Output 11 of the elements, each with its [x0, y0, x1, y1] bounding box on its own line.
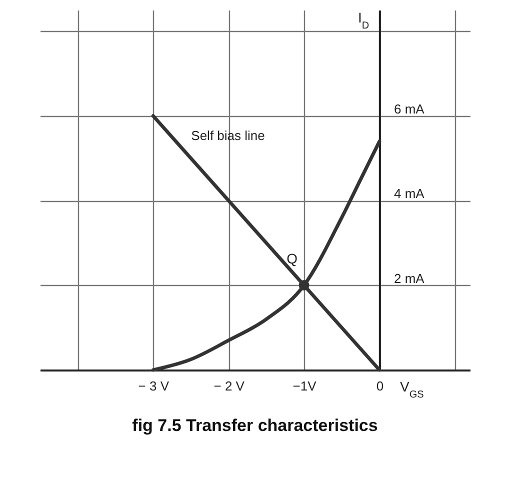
x-tick-label: − 3 V — [138, 378, 170, 394]
y-tick-label: 2 mA — [394, 270, 425, 286]
y-axis-title: I$_{D}$ — [358, 10, 370, 31]
y-tick-label: 6 mA — [394, 101, 425, 116]
x-tick-label: −1V — [292, 378, 317, 394]
text: fig 7.5 Transfer characteristics — [132, 416, 378, 435]
x-tick-label: 0 — [376, 378, 384, 394]
x-tick-label: − 2 V — [214, 378, 245, 394]
y-tick-label: 4 mA — [394, 186, 425, 202]
x-axis-title: V$_{GS}$ — [400, 378, 424, 400]
annotation: Q — [286, 250, 298, 266]
